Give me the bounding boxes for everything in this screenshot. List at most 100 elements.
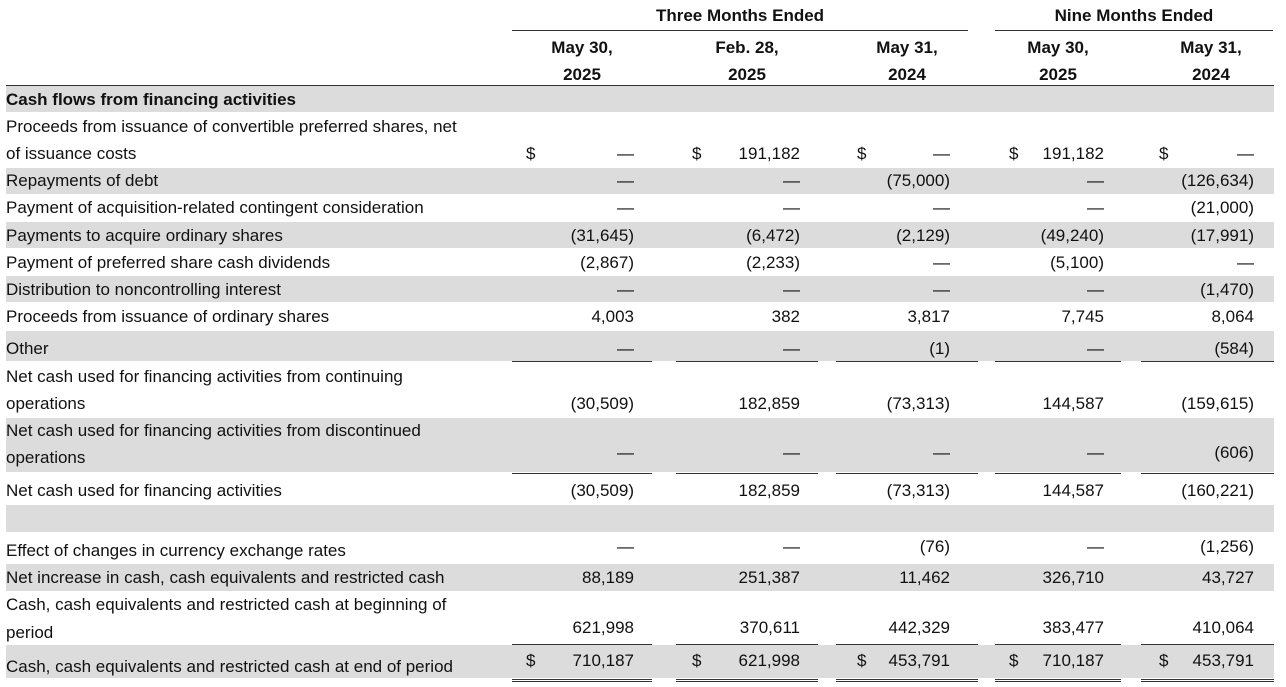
- subtotal-rule: [1141, 473, 1274, 474]
- value-cell: —: [617, 171, 634, 190]
- value-cell: 7,745: [1061, 307, 1104, 326]
- value-cell: (606): [1214, 443, 1254, 462]
- value-cell: 4,003: [591, 307, 634, 326]
- value-cell: (17,991): [1190, 226, 1254, 245]
- value-cell: —: [783, 171, 800, 190]
- row-band: [6, 222, 1274, 248]
- row-label: Payments to acquire ordinary shares: [6, 226, 283, 245]
- row-label: Repayments of debt: [6, 171, 159, 190]
- row-band: [6, 564, 1274, 591]
- row-band: [6, 168, 1274, 194]
- currency-symbol: $: [1009, 144, 1019, 163]
- column-header-date: May 31,: [876, 38, 938, 57]
- row-label: Net cash used for financing activities f…: [6, 367, 403, 386]
- subtotal-rule: [512, 361, 652, 362]
- column-header-date: May 30,: [1027, 38, 1089, 57]
- column-header-year: 2025: [728, 65, 766, 84]
- subtotal-rule: [836, 473, 978, 474]
- total-double-rule: [512, 679, 652, 682]
- value-cell: —: [1237, 144, 1254, 163]
- value-cell: —: [1087, 198, 1104, 217]
- currency-symbol: $: [526, 651, 536, 670]
- subtotal-rule: [676, 473, 818, 474]
- column-header-year: 2024: [1192, 65, 1230, 84]
- column-header-year: 2025: [1039, 65, 1077, 84]
- row-label: of issuance costs: [6, 144, 137, 163]
- value-cell: (49,240): [1040, 226, 1104, 245]
- currency-symbol: $: [692, 144, 702, 163]
- column-header-date: May 30,: [551, 38, 613, 57]
- value-cell: —: [1087, 280, 1104, 299]
- value-cell: (584): [1214, 339, 1254, 358]
- value-cell: —: [783, 280, 800, 299]
- row-band: [6, 331, 1274, 361]
- value-cell: 144,587: [1042, 481, 1104, 500]
- subtotal-rule: [676, 644, 818, 645]
- group-header-three-months: Three Months Ended: [512, 6, 968, 31]
- value-cell: (1,256): [1200, 537, 1254, 556]
- row-band: [6, 276, 1274, 302]
- value-cell: 710,187: [1042, 651, 1104, 670]
- value-cell: (159,615): [1181, 394, 1254, 413]
- row-band: [6, 86, 1274, 112]
- value-cell: 710,187: [572, 651, 634, 670]
- value-cell: (76): [919, 537, 950, 556]
- value-cell: —: [617, 537, 634, 556]
- value-cell: 453,791: [888, 651, 950, 670]
- row-label: Proceeds from issuance of convertible pr…: [6, 117, 457, 136]
- column-header: May 30, 2025: [995, 34, 1121, 88]
- value-cell: —: [783, 443, 800, 462]
- value-cell: —: [933, 280, 950, 299]
- column-header-date: May 31,: [1180, 38, 1242, 57]
- subtotal-rule: [512, 473, 652, 474]
- value-cell: —: [933, 144, 950, 163]
- header-rule: [6, 85, 1274, 86]
- row-label: Net cash used for financing activities: [6, 481, 282, 500]
- value-cell: (2,233): [746, 253, 800, 272]
- currency-symbol: $: [692, 651, 702, 670]
- subtotal-rule: [995, 473, 1121, 474]
- row-label: Payment of preferred share cash dividend…: [6, 253, 331, 272]
- subtotal-rule: [512, 644, 652, 645]
- value-cell: 144,587: [1042, 394, 1104, 413]
- value-cell: —: [1087, 537, 1104, 556]
- column-header: Feb. 28, 2025: [676, 34, 818, 88]
- value-cell: (126,634): [1181, 171, 1254, 190]
- value-cell: 8,064: [1211, 307, 1254, 326]
- row-label: Cash, cash equivalents and restricted ca…: [6, 595, 447, 614]
- currency-symbol: $: [857, 144, 867, 163]
- value-cell: (75,000): [886, 171, 950, 190]
- currency-symbol: $: [1159, 144, 1169, 163]
- value-cell: (6,472): [746, 226, 800, 245]
- row-label: Other: [6, 339, 49, 358]
- value-cell: (21,000): [1190, 198, 1254, 217]
- subtotal-rule: [995, 644, 1121, 645]
- column-header-date: Feb. 28,: [715, 38, 779, 57]
- total-double-rule: [676, 679, 818, 682]
- value-cell: 191,182: [1042, 144, 1104, 163]
- value-cell: 182,859: [738, 394, 800, 413]
- total-double-rule: [1141, 679, 1274, 682]
- column-header-year: 2025: [563, 65, 601, 84]
- value-cell: 43,727: [1202, 568, 1254, 587]
- row-label: Proceeds from issuance of ordinary share…: [6, 307, 330, 326]
- value-cell: (2,129): [896, 226, 950, 245]
- row-band: [6, 645, 1274, 678]
- value-cell: 88,189: [582, 568, 634, 587]
- row-band: [6, 418, 1274, 472]
- subtotal-rule: [1141, 361, 1274, 362]
- value-cell: (1,470): [1200, 280, 1254, 299]
- value-cell: —: [1087, 339, 1104, 358]
- value-cell: —: [617, 339, 634, 358]
- value-cell: (73,313): [886, 481, 950, 500]
- subtotal-rule: [995, 361, 1121, 362]
- column-header: May 31, 2024: [836, 34, 978, 88]
- value-cell: —: [783, 537, 800, 556]
- value-cell: 370,611: [739, 618, 800, 637]
- row-label: Distribution to noncontrolling interest: [6, 280, 281, 299]
- currency-symbol: $: [1159, 651, 1169, 670]
- value-cell: 382: [771, 307, 800, 326]
- row-label: Effect of changes in currency exchange r…: [6, 541, 346, 560]
- subtotal-rule: [1141, 644, 1274, 645]
- row-label: Cash, cash equivalents and restricted ca…: [6, 657, 453, 676]
